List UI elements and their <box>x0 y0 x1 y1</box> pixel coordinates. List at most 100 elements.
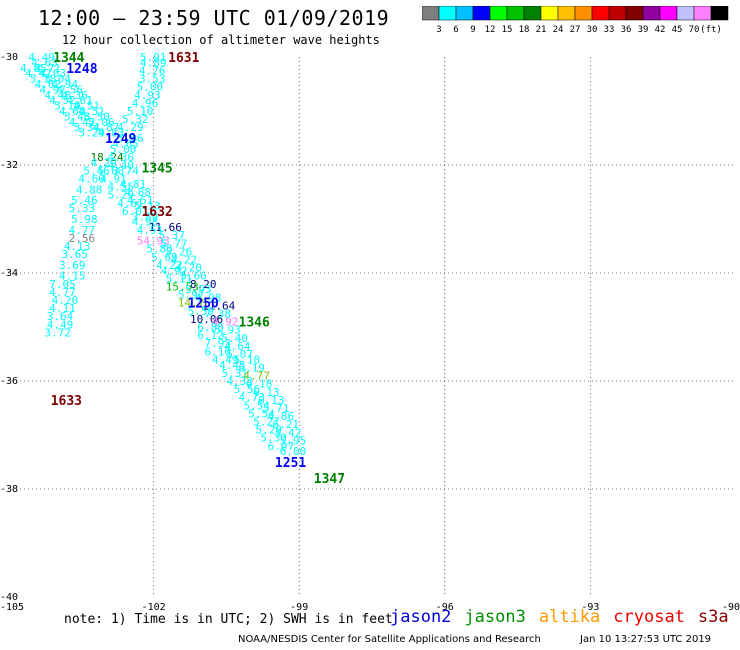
color-scale-label: 39 <box>638 25 649 35</box>
color-scale-label: 18 <box>519 25 530 35</box>
wave-height-point: 4.45 <box>219 359 246 372</box>
wave-height-point: 5.40 <box>222 332 249 345</box>
wave-height-point: 4.11 <box>49 302 76 315</box>
color-scale-label: 15 <box>502 25 513 35</box>
wave-height-point: 4.98 <box>195 291 222 304</box>
pass-time-label: 1631 <box>168 51 199 66</box>
pass-time-label: 1632 <box>141 205 172 220</box>
x-tick-label: -99 <box>290 602 308 613</box>
pass-time-label: 1250 <box>188 297 219 312</box>
wave-height-point: 14.75 <box>178 297 211 310</box>
x-tick-label: -96 <box>436 602 454 613</box>
wave-height-point: 4.85 <box>20 62 46 75</box>
wave-height-point: 6.88 <box>197 321 224 334</box>
wave-height-point: 3.65 <box>61 248 88 261</box>
wave-height-point: 5.10 <box>234 353 261 366</box>
wave-height-point: 4.77 <box>69 224 96 237</box>
color-scale-label: 27 <box>570 25 581 35</box>
wave-height-point: 5.60 <box>98 164 125 177</box>
color-scale-legend: 3 6 9 12 15 18 21 24 27 30 33 36 39 42 45 70 (ft) <box>422 6 729 35</box>
wave-height-point: 5.29 <box>256 424 283 437</box>
wave-height-point: 4.88 <box>76 183 103 196</box>
wave-height-point: 4.51 <box>137 224 164 237</box>
color-scale-label: 36 <box>621 25 632 35</box>
color-scale-label: (ft) <box>700 25 722 35</box>
pass-time-label: 1633 <box>51 394 82 409</box>
wave-height-point: 5.97 <box>178 289 205 302</box>
color-scale-label: 30 <box>587 25 598 35</box>
wave-height-point: 7.38 <box>205 308 232 321</box>
wave-height-point: 6.01 <box>122 205 149 218</box>
wave-height-point: 4.29 <box>117 121 144 134</box>
wave-height-point: 5.07 <box>226 348 253 361</box>
wave-height-point: 5.32 <box>122 113 149 126</box>
wave-height-point: 4.91 <box>100 173 127 186</box>
wave-height-point: 6.12 <box>197 329 224 342</box>
y-tick-label: -40 <box>0 592 18 603</box>
wave-height-point: 5.59 <box>188 305 215 318</box>
x-tick-label: -105 <box>0 602 24 613</box>
wave-height-point: 4.87 <box>93 121 120 134</box>
wave-height-point: 4.61 <box>117 197 144 210</box>
wave-height-point: 18.24 <box>91 151 124 164</box>
pass-time-label: 1344 <box>53 51 84 66</box>
wave-height-point: 5.26 <box>166 245 193 258</box>
credit-text: NOAA/NESDIS Center for Satellite Applica… <box>238 634 541 645</box>
wave-height-point: 5.37 <box>158 229 185 242</box>
y-tick-label: -34 <box>0 268 18 279</box>
wave-height-point: 4.40 <box>107 159 134 172</box>
wave-height-point: 5.29 <box>107 189 134 202</box>
wave-height-point: 5.11 <box>166 272 193 285</box>
wave-height-point: 6.00 <box>280 445 307 458</box>
wave-height-point: 4.36 <box>61 89 88 102</box>
wave-height-point: 4.77 <box>49 286 76 299</box>
wave-height-point: 4.56 <box>57 83 84 96</box>
wave-height-point: 4.97 <box>40 83 66 96</box>
wave-height-point: 5.54 <box>248 407 275 420</box>
wave-height-point: 5.46 <box>71 194 98 207</box>
wave-height-point: 4.96 <box>132 97 159 110</box>
chart-note: note: 1) Time is in UTC; 2) SWH is in fe… <box>64 612 393 627</box>
wave-height-point: 4.63 <box>31 56 57 69</box>
wave-height-point: 5.69 <box>151 251 178 264</box>
wave-height-point: 5.98 <box>71 213 98 226</box>
wave-height-point: 5.56 <box>234 383 261 396</box>
wave-height-point: 2.56 <box>69 232 96 245</box>
wave-height-point: 3.89 <box>132 210 159 223</box>
wave-height-point: 4.29 <box>91 156 118 169</box>
wave-height-point: 5.54 <box>243 399 270 412</box>
wave-height-point: 3.64 <box>47 310 74 323</box>
wave-height-point: 4.88 <box>124 186 151 199</box>
legend-item-altika: altika <box>538 607 601 627</box>
pass-time-label: 1345 <box>141 162 172 177</box>
chart-title: 12:00 – 23:59 UTC 01/09/2019 <box>38 6 390 30</box>
wave-height-point: 5.91 <box>140 51 167 64</box>
generated-timestamp: Jan 10 13:27:53 UTC 2019 <box>580 634 712 645</box>
wave-height-point: 5.66 <box>180 270 207 283</box>
color-scale-label: 33 <box>604 25 615 35</box>
wave-height-point: 11.66 <box>149 221 182 234</box>
wave-height-point: 3.72 <box>44 326 71 339</box>
wave-height-point: 4.98 <box>132 216 159 229</box>
satellite-legend: jason2 jason3 altika cryosat s3a <box>390 607 740 627</box>
wave-height-point: 5.42 <box>275 426 302 439</box>
pass-time-label: 1347 <box>314 472 345 487</box>
wave-height-point: 4.62 <box>35 78 62 91</box>
pass-time-label: 1248 <box>66 62 97 77</box>
x-tick-label: -90 <box>722 602 740 613</box>
wave-height-point: 4.83 <box>98 127 125 140</box>
wave-height-point: 4.61 <box>66 94 93 107</box>
wave-height-point: 3.69 <box>59 259 86 272</box>
wave-height-point: 5.93 <box>214 324 241 337</box>
wave-height-point: 4.81 <box>120 178 147 191</box>
color-scale-label: 24 <box>553 25 564 35</box>
wave-height-point: 5.13 <box>134 200 161 213</box>
wave-height-point: 6.21 <box>273 418 300 431</box>
wave-height-point: 4.52 <box>49 94 76 107</box>
wave-height-point: 6.13 <box>253 386 279 399</box>
wave-height-point: 4.20 <box>175 262 202 275</box>
legend-item-s3a: s3a <box>697 607 729 627</box>
color-scale-label: 6 <box>453 25 458 35</box>
pass-time-label: 1251 <box>275 456 306 471</box>
